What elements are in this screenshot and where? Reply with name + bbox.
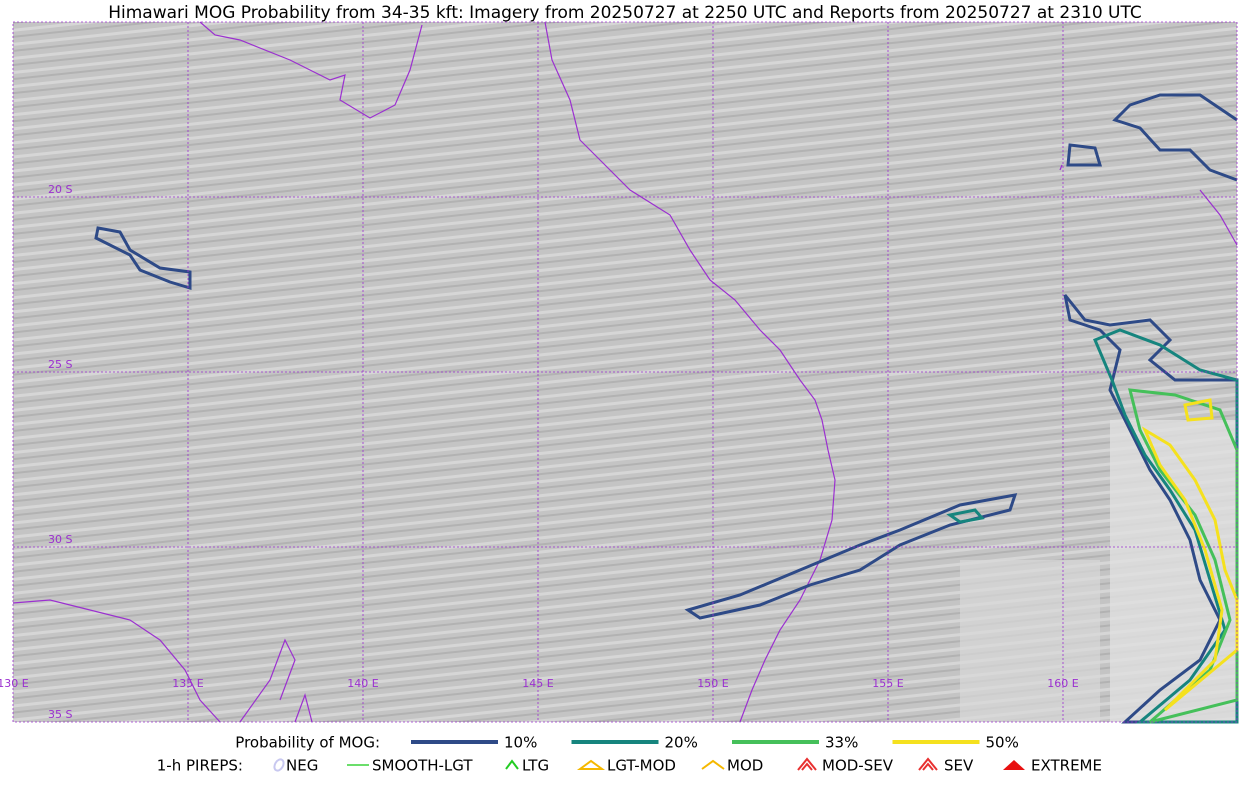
latitude-label: 35 S: [48, 708, 72, 721]
legend-label: MOD: [727, 757, 763, 775]
cloud-area: [1110, 420, 1237, 722]
coastlines: [12, 21, 1238, 723]
legend-label: 33%: [825, 734, 858, 752]
title: Himawari MOG Probability from 34-35 kft:…: [108, 3, 1142, 23]
legend-label: SMOOTH-LGT: [372, 757, 473, 775]
legend-label: 20%: [665, 734, 698, 752]
legend-icon: [505, 759, 519, 770]
legend-icon: [918, 757, 938, 771]
legend-label: EXTREME: [1031, 757, 1102, 775]
legend-icon: [576, 759, 606, 770]
legend-icon: [797, 757, 817, 771]
longitude-label: 155 E: [872, 677, 903, 690]
legend-label: 50%: [986, 734, 1019, 752]
cloud-area: [960, 560, 1100, 722]
latitude-label: 30 S: [48, 533, 72, 546]
longitude-label: 135 E: [172, 677, 203, 690]
legend-label: LTG: [522, 757, 549, 775]
legend-label: 10%: [504, 734, 537, 752]
legend-icon: [273, 758, 285, 772]
longitude-label: 145 E: [522, 677, 553, 690]
latitude-label: 20 S: [48, 183, 72, 196]
longitude-label: 140 E: [347, 677, 378, 690]
longitude-label: 130 E: [0, 677, 29, 690]
legend-label: LGT-MOD: [607, 757, 676, 775]
legend-heading: 1-h PIREPS:: [157, 757, 243, 775]
longitude-label: 160 E: [1047, 677, 1078, 690]
map: 20 S 25 S 30 S 35 S 130 E 135 E 140 E 145 E 150 …: [0, 21, 1239, 724]
legend-label: SEV: [944, 757, 974, 775]
legend-heading: Probability of MOG:: [235, 734, 380, 752]
legend-label: NEG: [286, 757, 318, 775]
legend: Probability of MOG: 10% 20% 33% 50% 1-h PIREP…: [157, 734, 1102, 775]
graticule: 20 S 25 S 30 S 35 S 130 E 135 E 140 E 145 E 150 …: [0, 22, 1237, 722]
latitude-label: 25 S: [48, 358, 72, 371]
legend-label: MOD-SEV: [822, 757, 894, 775]
legend-icon: [701, 759, 725, 770]
longitude-label: 150 E: [697, 677, 728, 690]
legend-icon: [1003, 760, 1025, 770]
probability-contours: [94, 93, 1239, 724]
map-frame: [12, 21, 1238, 723]
